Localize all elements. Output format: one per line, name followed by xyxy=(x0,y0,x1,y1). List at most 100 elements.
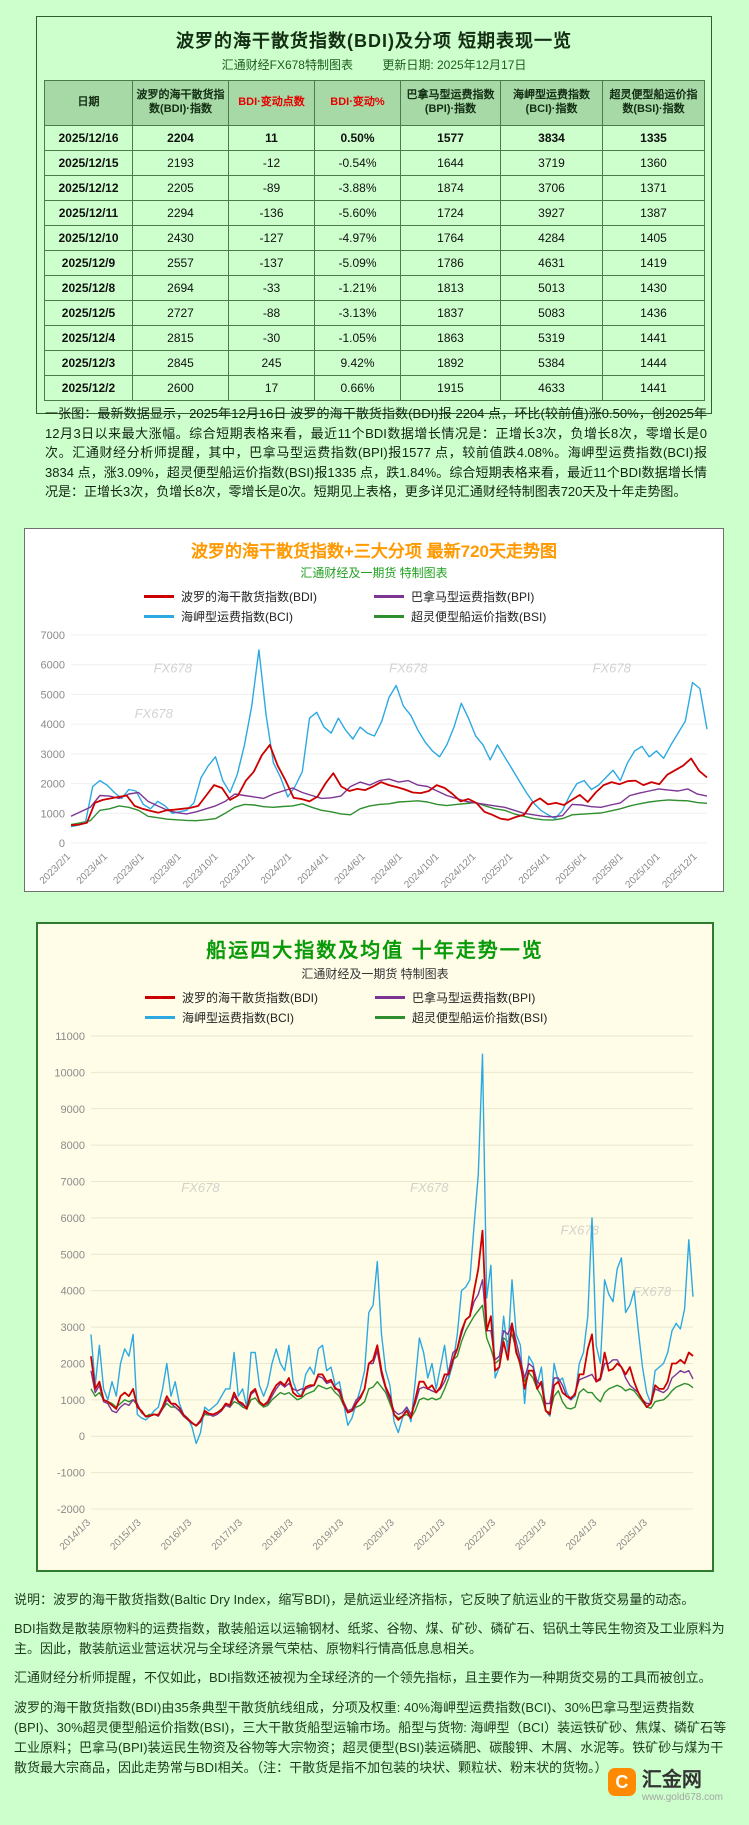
explanation-paragraph: 汇通财经分析师提醒，不仅如此，BDI指数还被视为全球经济的一个领先指标，且主要作… xyxy=(14,1670,712,1686)
legend-item-bpi: 巴拿马型运费指数(BPI) xyxy=(374,588,604,605)
cell-date: 2025/12/8 xyxy=(44,275,133,301)
cell-value: 2193 xyxy=(132,150,229,176)
cell-value: 5083 xyxy=(500,300,603,326)
cell-value: 1786 xyxy=(400,250,501,276)
chart-720-legend: 波罗的海干散货指数(BDI) 巴拿马型运费指数(BPI) 海岬型运费指数(BCI) 超… xyxy=(124,588,624,625)
x-tick-label: 2023/4/1 xyxy=(75,851,111,887)
y-tick-label: 9000 xyxy=(61,1104,85,1116)
series-line-bdi xyxy=(90,1229,694,1427)
cell-value: 3927 xyxy=(500,200,603,226)
y-tick-label: 7000 xyxy=(61,1177,85,1189)
cell-value: -1.21% xyxy=(314,275,401,301)
cell-value: 5384 xyxy=(500,350,603,376)
legend-label: 波罗的海干散货指数(BDI) xyxy=(182,991,318,1005)
y-tick-label: 5000 xyxy=(41,689,65,701)
table-row: 2025/12/9 2557 -137 -5.09% 1786 4631 1419 xyxy=(44,250,705,276)
x-tick-label: 2016/1/3 xyxy=(159,1517,195,1553)
table-subtitle-update-date: 更新日期: 2025年12月17日 xyxy=(382,58,527,72)
series-line-bdi xyxy=(70,744,708,827)
cell-value: 1915 xyxy=(400,375,501,401)
cell-value: 1764 xyxy=(400,225,501,251)
site-url: www.gold678.com xyxy=(641,1792,723,1803)
x-tick-label: 2017/1/3 xyxy=(210,1517,246,1553)
x-tick-label: 2024/12/1 xyxy=(439,851,479,891)
y-tick-label: 4000 xyxy=(41,719,65,731)
watermark-text: FX678 xyxy=(181,1180,220,1195)
x-tick-label: 2025/6/1 xyxy=(554,851,590,887)
legend-label: 波罗的海干散货指数(BDI) xyxy=(181,590,317,604)
y-tick-label: 4000 xyxy=(61,1286,85,1298)
cell-value: 1436 xyxy=(602,300,705,326)
cell-date: 2025/12/16 xyxy=(44,125,133,151)
table-title: 波罗的海干散货指数(BDI)及分项 短期表现一览 xyxy=(176,31,572,51)
x-tick-label: 2024/10/1 xyxy=(402,851,442,891)
legend-label: 巴拿马型运费指数(BPI) xyxy=(411,590,535,604)
cell-value: 2815 xyxy=(132,325,229,351)
cell-date: 2025/12/3 xyxy=(44,350,133,376)
legend-item-bci: 海岬型运费指数(BCI) xyxy=(144,608,374,625)
cell-value: 2294 xyxy=(132,200,229,226)
bdi-table-body: 2025/12/16 2204 11 0.50% 1577 3834 1335 2025/12… xyxy=(44,125,705,401)
cell-value: -12 xyxy=(228,150,315,176)
huijin-logo-icon: C xyxy=(607,1768,636,1796)
bdi-table-head: 日期 波罗的海干散货指数(BDI)·指数 BDI·变动点数 BDI·变动% 巴拿马型运费… xyxy=(44,80,705,126)
cell-value: 1360 xyxy=(602,150,705,176)
x-tick-label: 2024/4/1 xyxy=(296,851,332,887)
cell-value: -33 xyxy=(228,275,315,301)
legend-item-bsi: 超灵便型船运价指数(BSI) xyxy=(374,608,604,625)
x-tick-label: 2024/8/1 xyxy=(369,851,405,887)
watermark-text: FX678 xyxy=(593,660,632,675)
x-tick-label: 2025/10/1 xyxy=(623,851,663,891)
cell-value: 1371 xyxy=(602,175,705,201)
y-tick-label: 6000 xyxy=(41,660,65,672)
table-row: 2025/12/15 2193 -12 -0.54% 1644 3719 1360 xyxy=(44,150,705,176)
cell-value: 1444 xyxy=(602,350,705,376)
x-tick-label: 2014/1/3 xyxy=(58,1517,94,1553)
cell-value: 1644 xyxy=(400,150,501,176)
cell-value: 2205 xyxy=(132,175,229,201)
cell-date: 2025/12/11 xyxy=(44,200,133,226)
site-logo: C 汇金网 www.gold678.com xyxy=(607,1768,723,1803)
x-tick-label: 2023/8/1 xyxy=(148,851,184,887)
x-tick-label: 2024/2/1 xyxy=(259,851,295,887)
x-tick-label: 2025/12/1 xyxy=(660,851,700,891)
cell-value: 1387 xyxy=(602,200,705,226)
cell-value: -5.09% xyxy=(314,250,401,276)
cell-value: -5.60% xyxy=(314,200,401,226)
cell-date: 2025/12/9 xyxy=(44,250,133,276)
watermark-text: FX678 xyxy=(154,660,193,675)
chart-10y-panel: 船运四大指数及均值 十年走势一览 汇通财经及一期货 特制图表 波罗的海干散货指数… xyxy=(36,922,714,1572)
cell-value: -4.97% xyxy=(314,225,401,251)
table-subtitle-source: 汇通财经FX678特制图表 xyxy=(221,58,353,72)
x-tick-label: 2023/1/3 xyxy=(513,1517,549,1553)
y-tick-label: 0 xyxy=(79,1431,85,1443)
cell-value: 5013 xyxy=(500,275,603,301)
cell-value: 1441 xyxy=(602,375,705,401)
cell-value: -88 xyxy=(228,300,315,326)
cell-value: 1813 xyxy=(400,275,501,301)
y-tick-label: 8000 xyxy=(61,1140,85,1152)
cell-value: 2600 xyxy=(132,375,229,401)
series-line-bpi xyxy=(70,778,708,818)
cell-value: 1335 xyxy=(602,125,705,151)
cell-value: -127 xyxy=(228,225,315,251)
x-tick-label: 2015/1/3 xyxy=(108,1517,144,1553)
y-tick-label: 10000 xyxy=(54,1067,85,1079)
cell-date: 2025/12/10 xyxy=(44,225,133,251)
cell-value: 1405 xyxy=(602,225,705,251)
bdi-table-section: 波罗的海干散货指数(BDI)及分项 短期表现一览 汇通财经FX678特制图表 更… xyxy=(36,16,712,414)
cell-value: -136 xyxy=(228,200,315,226)
table-row: 2025/12/12 2205 -89 -3.88% 1874 3706 1371 xyxy=(44,175,705,201)
legend-swatch-bci xyxy=(144,615,174,618)
cell-value: 4284 xyxy=(500,225,603,251)
cell-date: 2025/12/12 xyxy=(44,175,133,201)
x-tick-label: 2018/1/3 xyxy=(260,1517,296,1553)
table-row: 2025/12/2 2600 17 0.66% 1915 4633 1441 xyxy=(44,375,705,401)
cell-value: 2204 xyxy=(132,125,229,151)
cell-value: 1577 xyxy=(400,125,501,151)
explanation-text: 说明：波罗的海干散货指数(Baltic Dry Index，缩写BDI)，是航运… xyxy=(14,1590,736,1787)
y-tick-label: 2000 xyxy=(61,1358,85,1370)
cell-value: -89 xyxy=(228,175,315,201)
explanation-paragraph: BDI指数是散装原物料的运费指数，散装船运以运输钢材、纸浆、谷物、煤、矿砂、磷矿… xyxy=(14,1621,725,1657)
cell-value: 1874 xyxy=(400,175,501,201)
